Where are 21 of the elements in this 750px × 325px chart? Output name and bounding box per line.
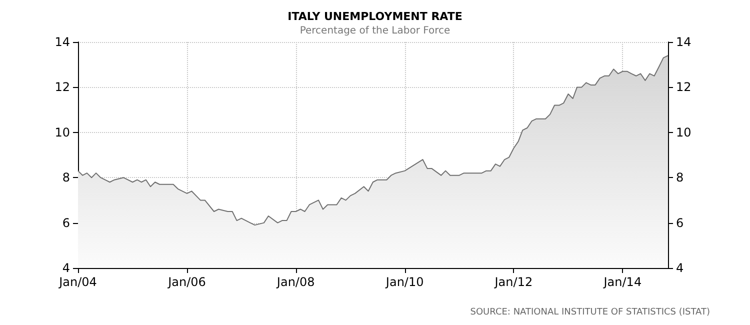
y-tick-label: 6 — [62, 216, 70, 230]
x-tick-label: Jan/08 — [276, 275, 315, 289]
x-tick-label: Jan/10 — [384, 275, 424, 289]
y-tick-label: 8 — [62, 170, 70, 185]
chart-title: ITALY UNEMPLOYMENT RATE — [288, 10, 462, 23]
x-tick-label: Jan/14 — [602, 275, 642, 289]
x-tick-label: Jan/12 — [494, 275, 533, 289]
y-tick-label: 12 — [54, 80, 70, 94]
y-tick-label: 14 — [54, 35, 70, 49]
x-tick-label: Jan/06 — [167, 275, 206, 289]
y2-tick-label: 6 — [676, 216, 684, 230]
y2-tick-label: 10 — [676, 125, 692, 140]
y2-tick-label: 8 — [676, 170, 684, 185]
y2-tick-label: 14 — [676, 35, 692, 49]
source-note: SOURCE: NATIONAL INSTITUTE OF STATISTICS (ISTAT) — [470, 308, 710, 318]
chart-subtitle: Percentage of the Labor Force — [300, 26, 450, 36]
y-tick-label: 10 — [54, 125, 70, 140]
y2-tick-label: 12 — [676, 80, 692, 94]
y2-tick-label: 4 — [676, 261, 684, 275]
x-tick-label: Jan/04 — [58, 275, 97, 289]
y-tick-label: 4 — [62, 261, 70, 275]
